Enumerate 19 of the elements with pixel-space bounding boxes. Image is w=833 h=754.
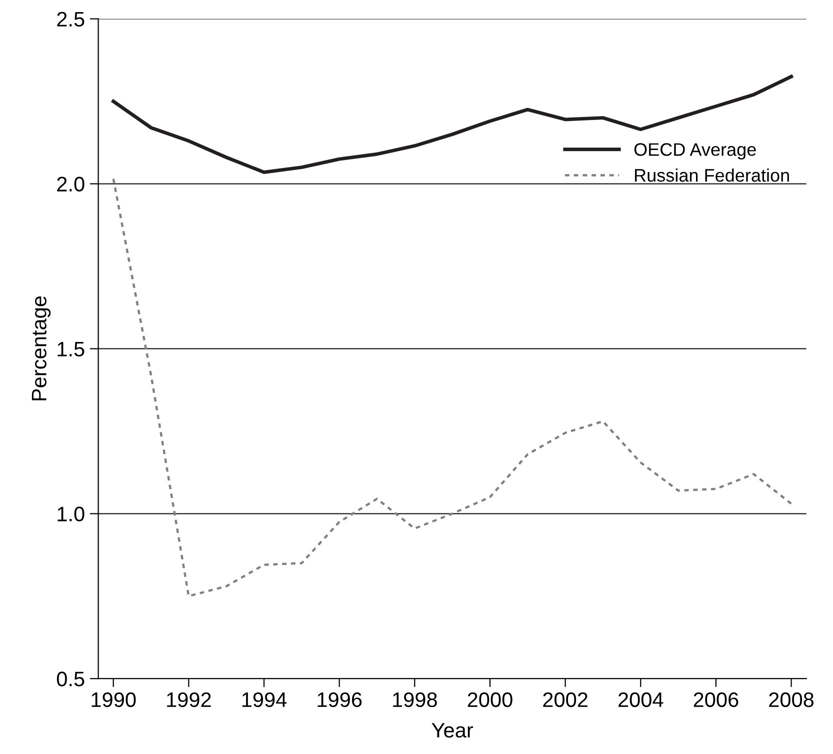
x-tick-label: 1996 [318, 692, 362, 708]
x-tick-label: 1990 [92, 692, 136, 708]
x-tick-label: 2004 [618, 692, 664, 708]
x-tick-label: 2000 [468, 692, 512, 708]
x-tick-label: 2002 [543, 692, 588, 708]
x-tick-label: 1992 [167, 692, 211, 708]
y-tick-label: 1.0 [58, 506, 84, 522]
y-tick-label: 2.5 [57, 12, 84, 27]
y-tick-label: 1.5 [58, 342, 84, 356]
y-tick-label: 2.0 [57, 176, 84, 192]
x-tick-label: 1998 [393, 692, 437, 708]
y-tick-label: 0.5 [56, 672, 84, 686]
legend-label: OECD Average [634, 143, 756, 160]
x-axis-title: Year [432, 723, 474, 738]
y-axis-title: Percentage [32, 296, 51, 400]
legend-label: Russian Federation [635, 168, 789, 182]
x-tick-label: 1994 [242, 692, 287, 708]
x-tick-label: 2008 [769, 692, 814, 708]
x-tick-label: 2006 [694, 692, 738, 708]
